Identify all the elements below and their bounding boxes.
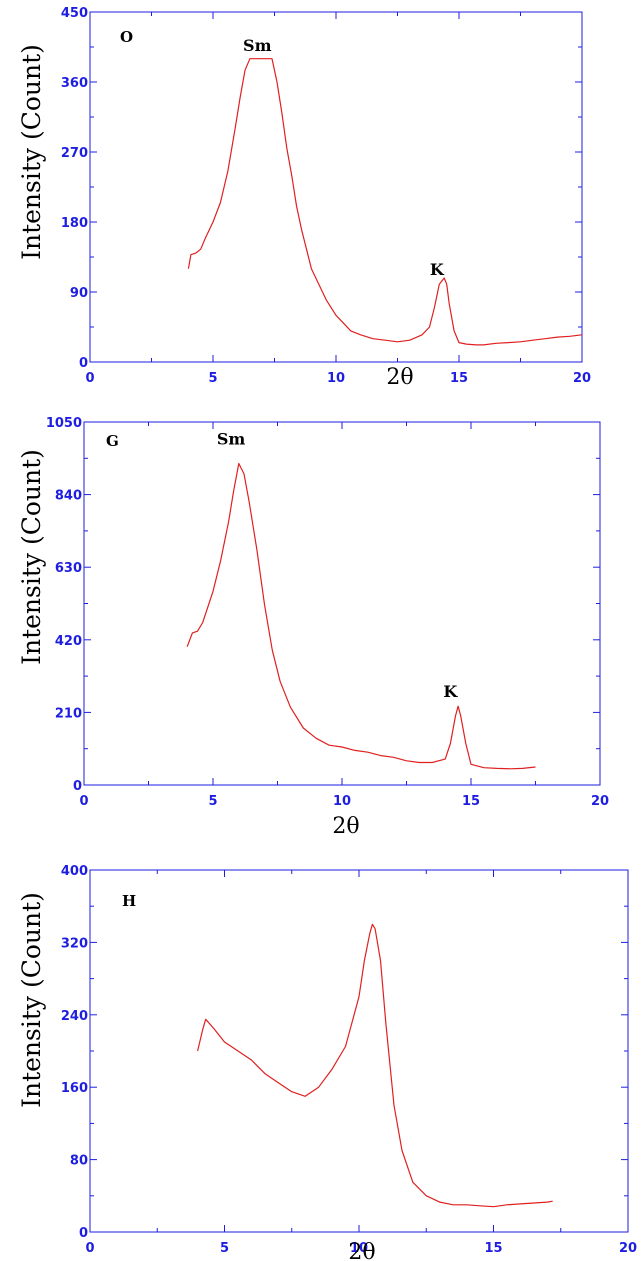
- y-tick-label: 180: [61, 216, 88, 231]
- x-tick-label: 15: [484, 1241, 502, 1256]
- x-tick-label: 0: [85, 371, 94, 386]
- series-line-0: [186, 462, 536, 770]
- x-tick-label: 5: [208, 794, 217, 809]
- x-tick-label: 10: [350, 1241, 368, 1256]
- plot-frame: [89, 869, 629, 1233]
- plot-frame: [83, 421, 601, 786]
- peak-label-k: K: [430, 260, 445, 279]
- chart-panel-g: 0 5 10 15 20 0 210 420 630 840 1050 2θ Intensity (Co…: [17, 416, 609, 839]
- chart-panel-h: 0 5 10 15 20 0 80 160 240 320 400 2θ Intensity (Coun…: [17, 864, 637, 1261]
- y-tick-label: 840: [55, 489, 82, 504]
- x-tick-label: 0: [79, 794, 88, 809]
- y-tick-label: 320: [61, 936, 88, 951]
- y-tick-label: 450: [61, 6, 88, 21]
- plot-frame: [89, 11, 583, 363]
- y-axis-title: Intensity (Count): [17, 892, 46, 1108]
- x-tick-label: 5: [208, 371, 217, 386]
- peak-label-sm: Sm: [243, 36, 272, 55]
- y-tick-label: 0: [73, 779, 82, 794]
- y-tick-label: 360: [61, 76, 88, 91]
- y-tick-label: 240: [61, 1009, 88, 1024]
- y-tick-label: 160: [61, 1081, 88, 1096]
- y-tick-label: 80: [70, 1154, 88, 1169]
- y-tick-label: 0: [79, 356, 88, 371]
- y-tick-label: 90: [70, 286, 88, 301]
- x-axis-title: 2θ: [386, 365, 413, 390]
- y-tick-label: 210: [55, 706, 82, 721]
- series-line-0: [197, 923, 553, 1208]
- peak-label-sm: Sm: [217, 429, 246, 448]
- x-tick-label: 20: [619, 1241, 637, 1256]
- x-tick-label: 20: [573, 371, 591, 386]
- panel-label: O: [120, 28, 133, 46]
- x-tick-label: 20: [591, 794, 609, 809]
- y-axis-title: Intensity (Count): [17, 44, 46, 260]
- y-tick-label: 0: [79, 1226, 88, 1241]
- y-tick-label: 420: [55, 634, 82, 649]
- x-tick-label: 0: [85, 1241, 94, 1256]
- x-tick-label: 5: [220, 1241, 229, 1256]
- x-tick-label: 10: [327, 371, 345, 386]
- series-line-0: [187, 58, 583, 346]
- x-tick-label: 15: [462, 794, 480, 809]
- y-tick-label: 400: [61, 864, 88, 879]
- y-axis-title: Intensity (Count): [17, 449, 46, 665]
- x-tick-label: 10: [333, 794, 351, 809]
- panel-label: H: [122, 892, 136, 910]
- y-tick-label: 1050: [46, 416, 82, 431]
- x-axis-title: 2θ: [332, 814, 359, 839]
- chart-panel-o: 0 5 10 15 20 0 90 180 270 360 450 2θ Intensity (Coun…: [17, 6, 591, 390]
- y-tick-label: 630: [55, 561, 82, 576]
- panel-label: G: [106, 432, 119, 450]
- y-tick-label: 270: [61, 146, 88, 161]
- x-tick-label: 15: [450, 371, 468, 386]
- peak-label-k: K: [443, 682, 458, 701]
- x-axis-title: 2θ: [348, 1240, 375, 1261]
